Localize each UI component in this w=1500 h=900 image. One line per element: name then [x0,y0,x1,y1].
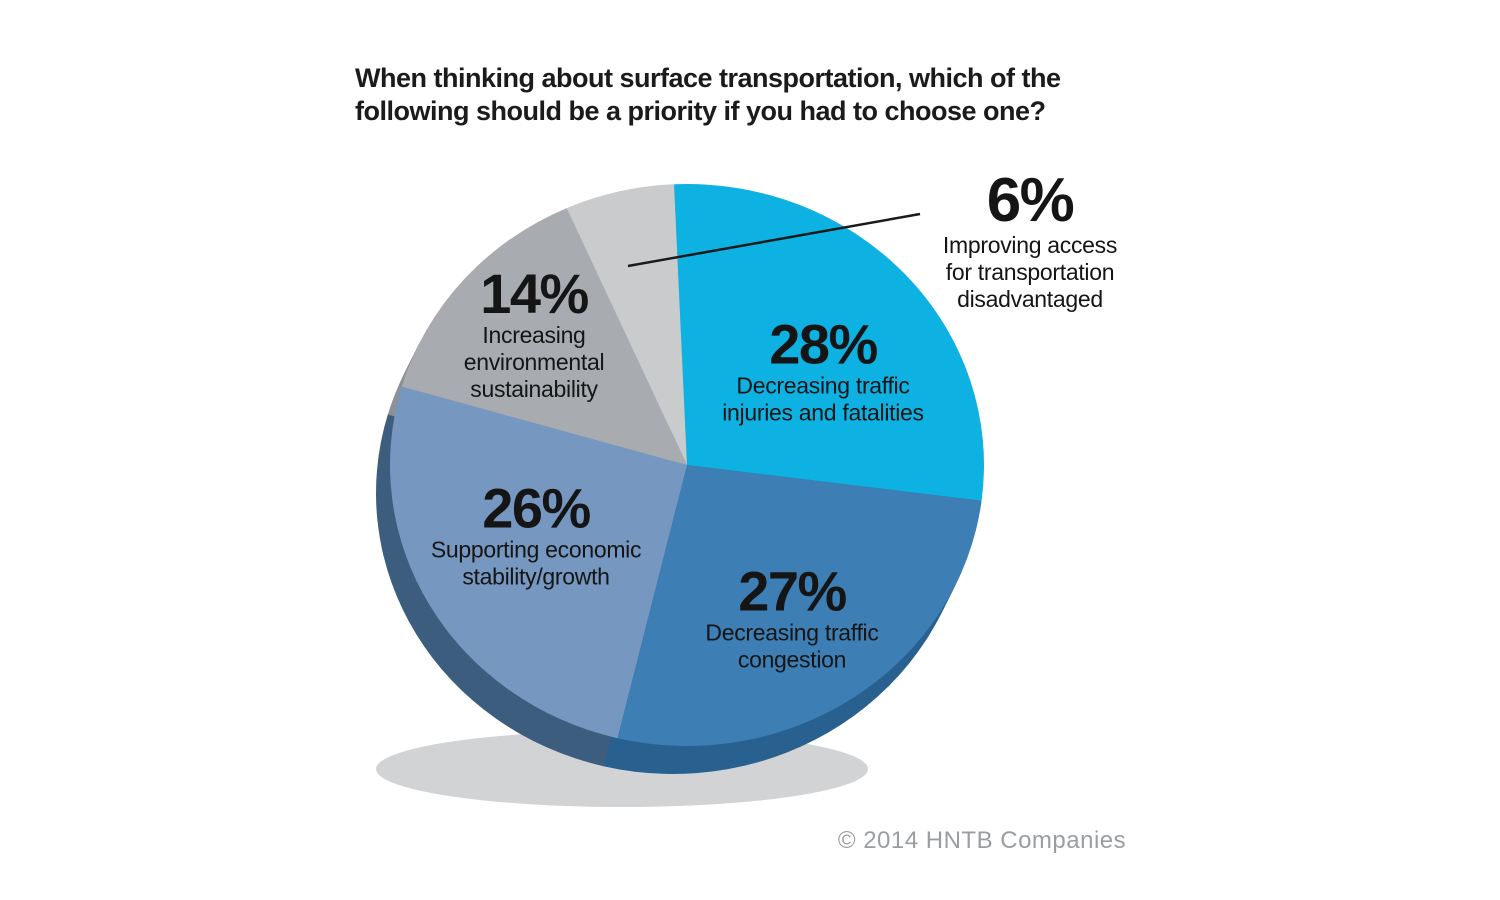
callout-leader-line [627,212,921,268]
copyright-text: © 2014 HNTB Companies [837,827,1127,854]
pie-slice-top-27pct [617,465,982,746]
pie-slice-top-14pct [401,208,687,465]
pie-slice-top-26pct [389,386,687,739]
pie-slice-top-6pct [566,184,687,465]
chart-title: When thinking about surface transportati… [355,63,1061,127]
pie-slice-top-28pct [674,184,984,501]
